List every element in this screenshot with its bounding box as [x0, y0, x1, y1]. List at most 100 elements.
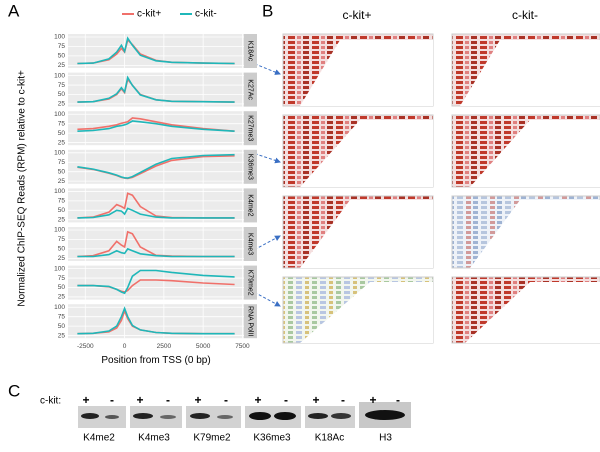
condition-label: +	[312, 393, 319, 407]
y-tick-label: 75	[58, 198, 66, 205]
browser-image	[451, 114, 600, 188]
line	[77, 269, 235, 295]
y-tick-label: 25	[58, 62, 66, 69]
y-axis-label: Normalized ChIP-SEQ Reads (RPM) relative…	[17, 70, 28, 307]
facet-label: K27me3	[247, 115, 254, 141]
facet-label: K27Ac	[247, 79, 254, 100]
line	[77, 247, 235, 258]
strip	[244, 227, 257, 261]
x-axis-label: Position from TSS (0 bp)	[101, 355, 210, 366]
facet: K27Ac 25 50 75 100	[54, 72, 257, 108]
line	[77, 153, 235, 179]
blot	[186, 406, 241, 428]
x-tick-label: -2500	[77, 343, 94, 350]
blot-images	[78, 402, 411, 428]
lane-label: K79me2	[193, 433, 231, 444]
browser-image	[282, 276, 434, 344]
y-tick-label: 25	[58, 255, 66, 262]
y-tick-label: 75	[58, 275, 66, 282]
legend-label: c-kit-	[195, 9, 217, 20]
y-tick-label: 50	[58, 53, 66, 60]
strip	[244, 111, 257, 146]
column-title: c-kit+	[342, 8, 371, 22]
line	[77, 117, 235, 132]
facet-label: K18Ac	[247, 41, 254, 62]
condition-label: -	[224, 393, 228, 407]
column-title: c-kit-	[512, 8, 538, 22]
browser-image	[451, 33, 600, 107]
facet: K36me3 25 50 75 100	[54, 150, 257, 185]
line	[77, 75, 235, 103]
y-tick-label: 50	[58, 284, 66, 291]
strip	[244, 149, 257, 184]
browser-image	[451, 195, 600, 269]
facet: K79me2 25 50 75 100	[54, 265, 257, 301]
y-tick-label: 25	[58, 101, 66, 108]
condition-label: -	[396, 393, 400, 407]
y-tick-label: 75	[58, 236, 66, 243]
y-tick-label: 100	[54, 304, 65, 311]
y-tick-label: 25	[58, 178, 66, 185]
condition-label: -	[166, 393, 170, 407]
condition-label: +	[194, 393, 201, 407]
strip	[244, 188, 257, 223]
panel-label: A	[8, 1, 20, 20]
legend-label: c-kit+	[137, 9, 161, 20]
facet-label: K4me3	[247, 233, 254, 255]
condition-label: +	[82, 393, 89, 407]
y-tick-label: 25	[58, 332, 66, 339]
strip	[244, 265, 257, 300]
facet-label: K79me2	[247, 270, 254, 296]
y-tick-label: 100	[54, 72, 65, 79]
condition-label: +	[254, 393, 261, 407]
y-tick-label: 50	[58, 323, 66, 330]
line	[77, 36, 235, 65]
strip	[244, 304, 257, 339]
panel-label: C	[8, 381, 20, 400]
facet: RNA PolII 25 50 75 100	[54, 304, 257, 339]
y-tick-label: 75	[58, 82, 66, 89]
x-tick-label: 7500	[235, 343, 250, 350]
lane-label: K4me3	[138, 433, 170, 444]
y-tick-label: 50	[58, 130, 66, 137]
y-tick-label: 100	[54, 265, 65, 272]
browser-image	[451, 276, 600, 344]
y-tick-label: 50	[58, 207, 66, 214]
y-tick-label: 100	[54, 150, 65, 157]
blot	[78, 406, 126, 428]
browser-image	[282, 195, 434, 269]
y-tick-label: 100	[54, 188, 65, 195]
x-tick-label: 0	[123, 343, 127, 350]
strip	[244, 34, 257, 68]
condition-label: -	[110, 393, 114, 407]
facet-label: RNA PolII	[247, 306, 254, 336]
line	[77, 207, 235, 219]
browser-images	[282, 33, 600, 344]
facet: K4me3 25 50 75 100	[54, 227, 257, 262]
blot-row-label: c-kit:	[40, 396, 61, 407]
y-tick-label: 100	[54, 227, 65, 234]
x-tick-label: 5000	[196, 343, 211, 350]
lane-label: K36me3	[253, 433, 291, 444]
facet: K27me3 25 50 75 100	[54, 111, 257, 146]
condition-label: -	[284, 393, 288, 407]
y-tick-label: 100	[54, 111, 65, 118]
facet: K4me2 25 50 75 100	[54, 188, 257, 223]
y-tick-label: 50	[58, 168, 66, 175]
y-tick-label: 25	[58, 139, 66, 146]
y-tick-label: 50	[58, 246, 66, 253]
condition-label: -	[341, 393, 345, 407]
facet-label: K36me3	[247, 154, 254, 180]
x-tick-label: 2500	[157, 343, 172, 350]
panel-label: B	[262, 1, 273, 20]
blot	[305, 406, 355, 428]
strip	[244, 72, 257, 107]
condition-label: +	[136, 393, 143, 407]
browser-image	[282, 114, 434, 188]
line	[77, 120, 235, 132]
y-tick-label: 75	[58, 313, 66, 320]
blot	[245, 406, 301, 428]
condition-label: +	[369, 393, 376, 407]
blot	[130, 406, 182, 428]
